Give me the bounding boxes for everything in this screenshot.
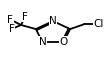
Text: N: N [49, 16, 57, 26]
Text: F: F [22, 12, 28, 22]
Text: Cl: Cl [94, 19, 104, 29]
Text: F: F [8, 15, 13, 25]
Text: N: N [39, 37, 46, 47]
Text: O: O [59, 37, 68, 47]
Text: F: F [9, 24, 14, 34]
